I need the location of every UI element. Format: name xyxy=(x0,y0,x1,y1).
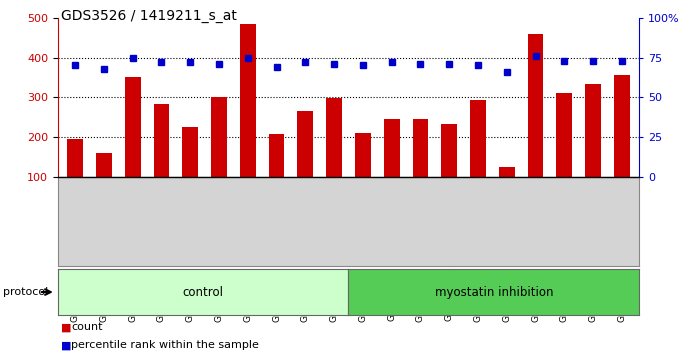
Bar xyxy=(470,100,486,177)
Bar xyxy=(384,119,400,177)
Text: control: control xyxy=(183,286,224,298)
Text: ■: ■ xyxy=(61,322,75,332)
Bar xyxy=(413,119,428,177)
Bar xyxy=(67,139,83,177)
Text: count: count xyxy=(71,322,103,332)
Bar xyxy=(297,111,313,177)
Bar xyxy=(154,104,169,177)
Bar xyxy=(269,135,284,177)
Bar xyxy=(441,124,457,177)
Bar xyxy=(556,92,573,177)
Text: GDS3526 / 1419211_s_at: GDS3526 / 1419211_s_at xyxy=(61,9,237,23)
Bar xyxy=(614,75,630,177)
Bar xyxy=(211,97,227,177)
Bar xyxy=(499,167,515,177)
Bar xyxy=(96,153,112,177)
Bar xyxy=(124,76,141,177)
Text: percentile rank within the sample: percentile rank within the sample xyxy=(71,340,259,350)
Bar xyxy=(528,34,543,177)
Bar xyxy=(585,84,601,177)
Bar xyxy=(355,133,371,177)
Bar xyxy=(182,127,198,177)
Text: myostatin inhibition: myostatin inhibition xyxy=(435,286,553,298)
Bar xyxy=(326,98,342,177)
Text: ■: ■ xyxy=(61,340,75,350)
Bar xyxy=(240,24,256,177)
Text: protocol: protocol xyxy=(3,287,49,297)
